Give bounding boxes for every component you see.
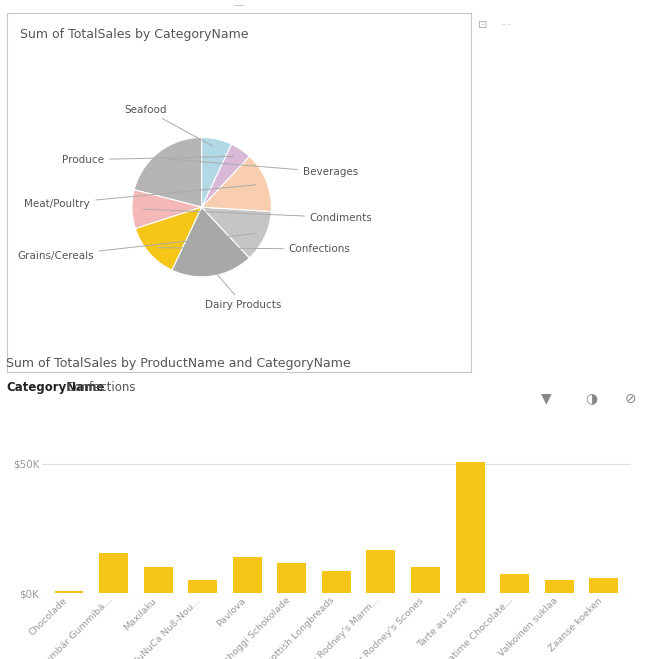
Wedge shape [202, 207, 271, 258]
Circle shape [53, 380, 63, 384]
Text: ▼: ▼ [541, 391, 551, 406]
Text: Confections: Confections [159, 244, 351, 254]
Text: ◑: ◑ [586, 391, 597, 406]
Text: ⊡: ⊡ [478, 20, 487, 30]
Text: Confections: Confections [66, 381, 136, 394]
Bar [545, 580, 574, 593]
Wedge shape [202, 138, 231, 207]
Text: Meat/Poultry: Meat/Poultry [25, 185, 256, 209]
Text: ⊘: ⊘ [625, 391, 636, 406]
Bar [188, 580, 217, 593]
Text: Seafood: Seafood [124, 105, 213, 146]
Text: ···: ··· [500, 20, 512, 30]
Text: Grains/Cereals: Grains/Cereals [17, 233, 254, 261]
Bar [144, 567, 173, 593]
Bar [590, 577, 618, 593]
Text: Sum of TotalSales by ProductName and CategoryName: Sum of TotalSales by ProductName and Cat… [6, 357, 351, 370]
Wedge shape [132, 190, 202, 229]
Wedge shape [202, 156, 272, 212]
Text: Dairy Products: Dairy Products [205, 270, 281, 310]
Bar [233, 557, 262, 593]
Text: CategoryName: CategoryName [6, 381, 105, 394]
Bar [322, 571, 351, 593]
Wedge shape [135, 207, 202, 270]
Text: Beverages: Beverages [167, 159, 358, 177]
Bar [55, 591, 83, 593]
Bar [99, 553, 128, 593]
Bar [456, 463, 484, 593]
Bar [367, 550, 395, 593]
Wedge shape [202, 144, 250, 207]
Bar [411, 567, 440, 593]
Text: Condiments: Condiments [143, 209, 372, 223]
Text: —: — [233, 0, 244, 10]
Bar [278, 563, 306, 593]
Wedge shape [134, 138, 202, 207]
Wedge shape [172, 207, 250, 277]
Bar [500, 574, 529, 593]
Text: Produce: Produce [62, 155, 233, 165]
Text: Sum of TotalSales by CategoryName: Sum of TotalSales by CategoryName [20, 28, 249, 41]
